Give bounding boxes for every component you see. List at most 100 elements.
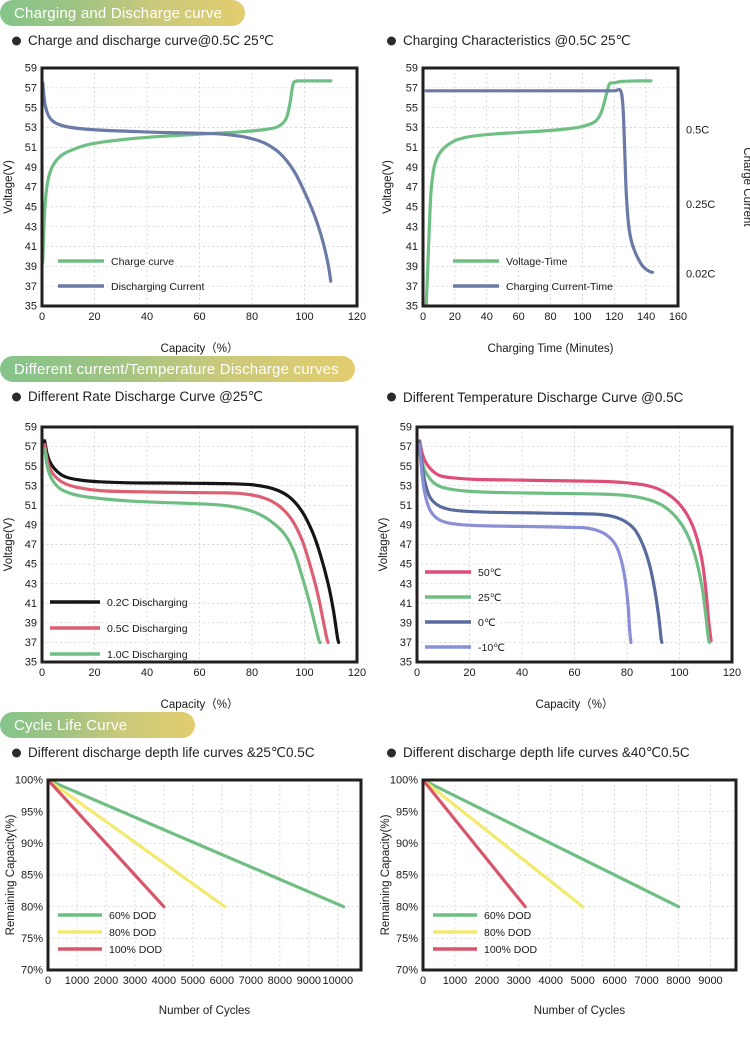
- series-line-1: [42, 81, 333, 283]
- y-tick-label: 37: [400, 637, 412, 649]
- y2-tick-label: 0.25C: [686, 199, 715, 211]
- x-tick-label: 7000: [634, 975, 658, 987]
- y-tick-label: 90%: [21, 838, 43, 850]
- chart-temperature-discharge: 35 37 39 41 43 45 47 49 51 53 55 57 59 0 20 40 60 80 100 12…: [375, 412, 750, 712]
- x-tick-label: 120: [348, 667, 366, 679]
- chart-svg: 70% 75% 80% 85% 90% 95% 100% 0 1000 2000 3000 4000 5…: [380, 775, 738, 1017]
- y2-axis-label: Charge Current: [741, 147, 750, 227]
- bullet-icon: [12, 392, 21, 402]
- chart-title-temperature-discharge: Different Temperature Discharge Curve @0…: [375, 382, 750, 412]
- series-line-1: [424, 87, 655, 274]
- x-tick-label: 60: [193, 311, 205, 323]
- y-tick-label: 57: [406, 82, 418, 94]
- chart-title-cycle-life-25c: Different discharge depth life curves &2…: [0, 738, 375, 768]
- grid-lines: [42, 427, 357, 662]
- x-tick-label: 0: [39, 311, 45, 323]
- x-tick-label: 6000: [602, 975, 626, 987]
- legend-label-2: 1.0C Discharging: [107, 649, 188, 661]
- chart-title-charging-characteristics: Charging Characteristics @0.5C 25℃: [375, 26, 750, 56]
- x-axis-label: Number of Cycles: [159, 1005, 251, 1017]
- y-tick-label: 39: [406, 261, 418, 273]
- x-tick-label: 0: [414, 667, 420, 679]
- grid-lines: [417, 427, 732, 662]
- grid-lines: [42, 68, 357, 306]
- chart-title-text: Charging Characteristics @0.5C 25℃: [403, 33, 631, 48]
- y-tick-label: 41: [400, 598, 412, 610]
- legend-label-0: 60% DOD: [109, 910, 157, 922]
- legend-label-0: 50℃: [478, 567, 502, 579]
- bullet-icon: [387, 748, 396, 758]
- section-header-rate-temperature: Different current/Temperature Discharge …: [0, 356, 355, 382]
- y-tick-label: 55: [25, 102, 37, 114]
- plot-frame: [46, 778, 363, 972]
- y-tick-label: 57: [25, 82, 37, 94]
- y-tick-label: 37: [25, 281, 37, 293]
- y-tick-label: 37: [25, 637, 37, 649]
- y-tick-label: 100%: [15, 775, 43, 787]
- chart-title-text: Different discharge depth life curves &2…: [28, 745, 315, 760]
- x-tick-label: 140: [637, 311, 655, 323]
- y-axis-label: Voltage(V): [3, 517, 15, 571]
- y-tick-label: 35: [400, 657, 412, 669]
- legend: 60% DOD 80% DOD 100% DOD: [58, 910, 163, 956]
- y-tick-label: 59: [406, 63, 418, 75]
- y-tick-label: 39: [25, 261, 37, 273]
- y-tick-label: 75%: [396, 933, 418, 945]
- series-group: [48, 780, 346, 909]
- chart-svg: 35 37 39 41 43 45 47 49 51 53 55 57 59 0 20 40 60 80 100 12…: [3, 63, 366, 355]
- section-header-cycle-life: Cycle Life Curve: [0, 712, 195, 738]
- series-group: [43, 439, 341, 645]
- series-group: [418, 439, 713, 645]
- x-tick-label: 9000: [297, 975, 321, 987]
- y-tick-label: 55: [25, 461, 37, 473]
- y-tick-label: 47: [406, 182, 418, 194]
- chart-svg: 35 37 39 41 43 45 47 49 51 53 55 57 59 0 20 40 60 80 100 12…: [382, 63, 750, 355]
- y-axis-label: Voltage(V): [382, 160, 394, 214]
- legend: Charge curve Discharging Current: [58, 256, 204, 293]
- chart-row-3: Different discharge depth life curves &2…: [0, 738, 750, 1018]
- y-tick-label: 41: [25, 598, 37, 610]
- legend-label-0: 60% DOD: [484, 910, 532, 922]
- x-tick-label: 80: [544, 311, 556, 323]
- chart-title-text: Different discharge depth life curves &4…: [403, 745, 690, 760]
- y-tick-label: 75%: [21, 933, 43, 945]
- chart-row-2: Different Rate Discharge Curve @25℃ 35 37…: [0, 382, 750, 712]
- x-tick-label: 40: [141, 311, 153, 323]
- section-cycle-life: Cycle Life Curve Different discharge dep…: [0, 712, 750, 1018]
- bullet-icon: [387, 392, 396, 402]
- chart-title-rate-discharge: Different Rate Discharge Curve @25℃: [0, 382, 375, 412]
- series-line-0: [48, 780, 346, 909]
- x-tick-label: 8000: [268, 975, 292, 987]
- x-tick-label: 60: [513, 311, 525, 323]
- y-tick-label: 37: [406, 281, 418, 293]
- chart-title-cycle-life-40c: Different discharge depth life curves &4…: [375, 738, 750, 768]
- chart-svg: 35 37 39 41 43 45 47 49 51 53 55 57 59 0 20 40 60 80 100 12…: [378, 422, 741, 711]
- x-tick-label: 3000: [507, 975, 531, 987]
- x-tick-label: 6000: [210, 975, 234, 987]
- y-tick-label: 100%: [390, 775, 418, 787]
- x-axis-label: Number of Cycles: [534, 1005, 626, 1017]
- legend-label-0: 0.2C Discharging: [107, 597, 188, 609]
- x-tick-label: 100: [295, 311, 313, 323]
- x-tick-label: 3000: [123, 975, 147, 987]
- legend-label-1: 25℃: [478, 592, 502, 604]
- y-tick-label: 47: [25, 182, 37, 194]
- y-tick-label: 43: [25, 221, 37, 233]
- y-tick-label: 53: [25, 122, 37, 134]
- series-group: [423, 780, 681, 909]
- y-tick-label: 41: [25, 241, 37, 253]
- y-tick-label: 41: [406, 241, 418, 253]
- chart-cell-charging-characteristics: Charging Characteristics @0.5C 25℃ 35 37 3…: [375, 26, 750, 356]
- chart-row-1: Charge and discharge curve@0.5C 25℃ 35 37…: [0, 26, 750, 356]
- x-tick-label: 7000: [239, 975, 263, 987]
- y-tick-label: 43: [400, 578, 412, 590]
- x-tick-label: 40: [481, 311, 493, 323]
- legend-label-3: -10℃: [478, 642, 505, 654]
- x-tick-label: 1000: [443, 975, 467, 987]
- legend-label-1: 0.5C Discharging: [107, 623, 188, 635]
- plot-frame: [421, 778, 738, 972]
- chart-cell-cycle-life-40c: Different discharge depth life curves &4…: [375, 738, 750, 1018]
- x-tick-label: 120: [723, 667, 741, 679]
- x-tick-label: 20: [463, 667, 475, 679]
